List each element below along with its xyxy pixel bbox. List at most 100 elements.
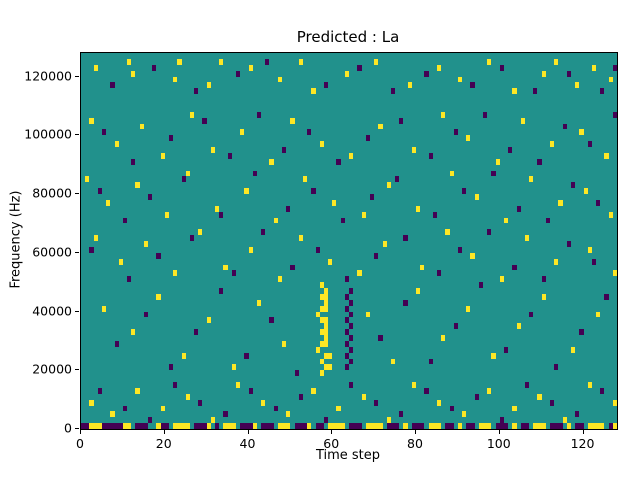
heatmap-cell <box>319 340 329 347</box>
heatmap-cell <box>436 64 442 71</box>
heatmap-cell <box>131 329 136 335</box>
heatmap-cell <box>462 188 467 194</box>
heatmap-cell <box>436 399 442 406</box>
x-tick-label: 80 <box>407 436 423 451</box>
heatmap-cell <box>575 82 580 89</box>
heatmap-cell <box>566 241 571 247</box>
heatmap-cell <box>101 129 107 136</box>
heatmap-cell <box>575 423 584 429</box>
heatmap-cell <box>282 147 287 153</box>
heatmap-cell <box>537 158 542 165</box>
heatmap-cell <box>156 423 161 429</box>
heatmap-cell <box>596 311 601 318</box>
heatmap-cell <box>244 188 249 194</box>
heatmap-cell <box>202 117 207 124</box>
heatmap-cell <box>604 152 609 159</box>
heatmap-cell <box>323 364 333 371</box>
heatmap-cell <box>118 258 123 265</box>
heatmap-cell <box>231 364 236 371</box>
heatmap-cell <box>210 147 215 153</box>
heatmap-cell <box>349 358 354 365</box>
heatmap-cell <box>562 123 567 130</box>
heatmap-cell <box>416 288 421 294</box>
heatmap-cell <box>457 76 463 83</box>
heatmap-cell <box>608 76 613 83</box>
heatmap-cell <box>89 399 94 406</box>
heatmap-cell <box>160 405 165 412</box>
heatmap-cell <box>349 335 354 341</box>
heatmap-cell <box>349 323 354 330</box>
heatmap-cell <box>474 393 479 400</box>
heatmap-cell <box>378 335 383 341</box>
heatmap-cell <box>550 423 563 429</box>
heatmap-cell <box>533 88 538 95</box>
heatmap-cell <box>462 411 467 418</box>
heatmap-cell <box>160 423 169 429</box>
heatmap-cell <box>323 82 329 89</box>
heatmap-cell <box>97 188 102 194</box>
heatmap-cell <box>227 152 232 159</box>
y-tick-label: 40000 <box>32 303 72 318</box>
heatmap-cell <box>428 152 433 159</box>
heatmap-cell <box>215 423 220 429</box>
heatmap-cell <box>499 276 504 283</box>
y-tick-label: 60000 <box>32 244 72 260</box>
heatmap-cell <box>524 382 530 388</box>
heatmap-cell <box>135 182 140 189</box>
heatmap-cell <box>474 194 479 200</box>
heatmap-cell <box>277 423 291 429</box>
heatmap-cell <box>127 58 132 65</box>
heatmap-cell <box>181 352 186 359</box>
heatmap-cell <box>432 211 437 218</box>
heatmap-cell <box>374 252 379 259</box>
heatmap-cell <box>122 217 128 224</box>
heatmap-cell <box>127 276 132 283</box>
heatmap-cell <box>323 352 333 359</box>
heatmap-cell <box>344 340 349 347</box>
heatmap-cell <box>156 252 161 259</box>
heatmap-cell <box>131 158 136 165</box>
heatmap-cell <box>231 270 236 277</box>
heatmap-cell <box>395 176 400 183</box>
heatmap-cell <box>349 382 354 388</box>
heatmap-cell <box>512 405 517 412</box>
heatmap-cell <box>403 423 408 429</box>
heatmap-cell <box>344 317 349 324</box>
heatmap-cell <box>240 129 245 136</box>
heatmap-cell <box>403 235 408 241</box>
heatmap-cell <box>298 393 303 400</box>
heatmap-cell <box>562 417 567 424</box>
heatmap-cell <box>323 335 329 341</box>
heatmap-cell <box>261 423 274 429</box>
heatmap-cell <box>344 329 349 335</box>
heatmap-cell <box>328 258 333 265</box>
x-tick-label: 0 <box>76 436 84 451</box>
heatmap-cell <box>93 235 98 241</box>
heatmap-cell <box>89 246 94 253</box>
heatmap-cell <box>608 423 613 429</box>
heatmap-cell <box>114 423 123 429</box>
heatmap-cell <box>424 70 429 77</box>
heatmap-cell <box>298 58 303 65</box>
heatmap-cell <box>441 335 446 341</box>
heatmap-cell <box>173 270 178 277</box>
heatmap-plot <box>80 52 618 430</box>
heatmap-cell <box>177 58 182 65</box>
heatmap-cell <box>365 311 370 318</box>
heatmap-cell <box>89 423 102 429</box>
heatmap-cell <box>344 305 349 312</box>
heatmap-cell <box>160 152 165 159</box>
heatmap-cell <box>319 370 324 377</box>
heatmap-cell <box>194 88 199 95</box>
heatmap-cell <box>612 270 617 277</box>
heatmap-cell <box>570 346 576 353</box>
heatmap-cell <box>256 299 262 306</box>
heatmap-cell <box>323 323 329 330</box>
heatmap-cell <box>449 170 454 177</box>
chart-title: Predicted : La <box>296 28 400 46</box>
x-tick-mark <box>331 430 333 434</box>
heatmap-cell <box>101 305 107 312</box>
heatmap-cell <box>407 82 412 89</box>
heatmap-cell <box>323 417 329 424</box>
